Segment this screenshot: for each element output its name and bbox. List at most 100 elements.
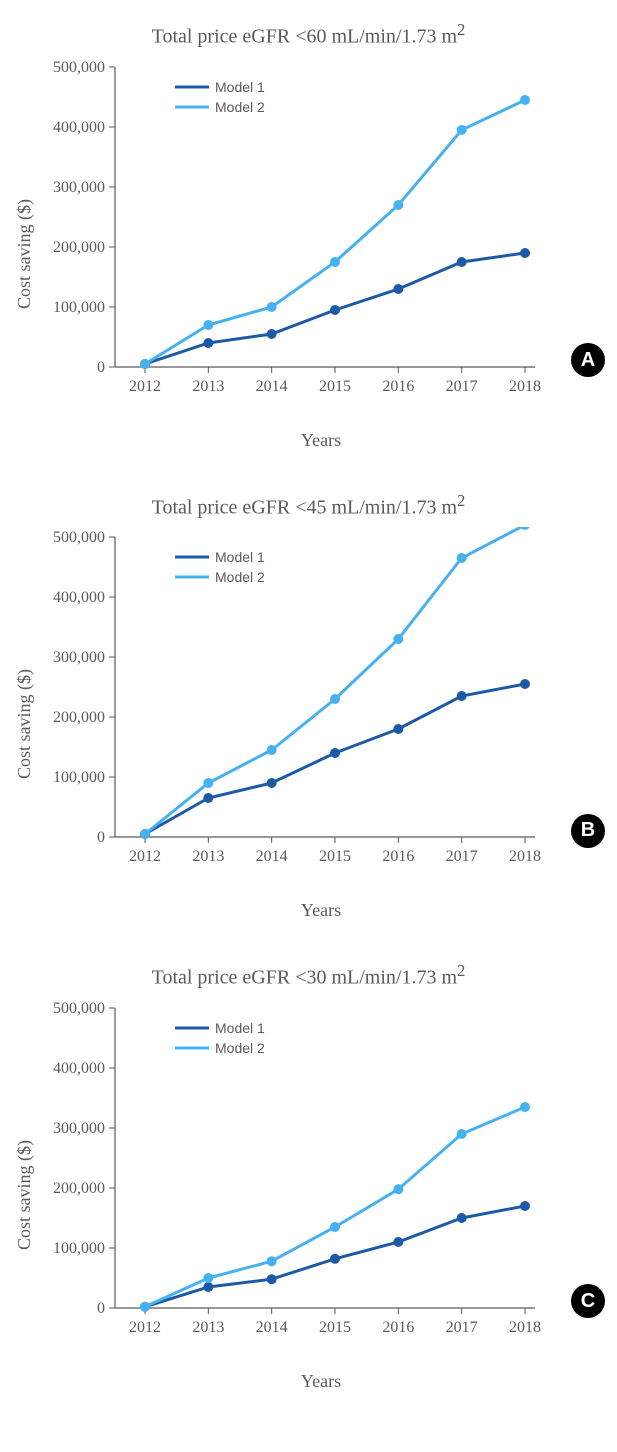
legend-label: Model 1 (215, 1020, 265, 1036)
series-marker-model1 (267, 329, 277, 339)
x-tick-label: 2017 (446, 1319, 478, 1336)
series-marker-model2 (457, 1129, 467, 1139)
y-tick-label: 400,000 (53, 119, 105, 136)
series-marker-model2 (520, 95, 530, 105)
line-chart: 0100,000200,000300,000400,000500,0002012… (35, 57, 555, 417)
x-tick-label: 2013 (192, 1319, 224, 1336)
series-marker-model2 (267, 1256, 277, 1266)
series-marker-model1 (393, 1237, 403, 1247)
y-tick-label: 100,000 (53, 1240, 105, 1257)
plot-column: 0100,000200,000300,000400,000500,0002012… (35, 57, 607, 451)
series-marker-model2 (203, 1273, 213, 1283)
y-tick-label: 300,000 (53, 179, 105, 196)
series-marker-model2 (330, 257, 340, 267)
x-tick-label: 2012 (129, 378, 161, 395)
chart-title: Total price eGFR <30 mL/min/1.73 m2 (10, 961, 607, 990)
x-tick-label: 2012 (129, 1319, 161, 1336)
series-marker-model2 (203, 778, 213, 788)
x-axis-label: Years (35, 900, 607, 921)
series-marker-model1 (520, 248, 530, 258)
x-axis-label: Years (35, 430, 607, 451)
y-tick-label: 500,000 (53, 1000, 105, 1017)
series-marker-model1 (203, 793, 213, 803)
series-marker-model2 (140, 829, 150, 839)
series-line-model2 (145, 1107, 525, 1307)
series-marker-model1 (457, 691, 467, 701)
y-tick-label: 0 (97, 359, 105, 376)
chart-title: Total price eGFR <45 mL/min/1.73 m2 (10, 491, 607, 520)
x-tick-label: 2015 (319, 378, 351, 395)
series-line-model2 (145, 100, 525, 364)
x-tick-label: 2012 (129, 848, 161, 865)
chart-title-sup: 2 (457, 20, 465, 39)
x-tick-label: 2016 (382, 378, 414, 395)
x-tick-label: 2014 (256, 378, 288, 395)
panel-badge: A (571, 343, 605, 377)
panel-badge-label: C (581, 1290, 595, 1313)
line-chart: 0100,000200,000300,000400,000500,0002012… (35, 998, 555, 1358)
series-line-model1 (145, 684, 525, 834)
y-tick-label: 100,000 (53, 769, 105, 786)
series-marker-model1 (267, 1274, 277, 1284)
x-axis-label: Years (35, 1371, 607, 1392)
series-marker-model1 (520, 679, 530, 689)
y-tick-label: 200,000 (53, 709, 105, 726)
x-tick-label: 2014 (256, 848, 288, 865)
panel-badge-label: B (581, 819, 595, 842)
plot-column: 0100,000200,000300,000400,000500,0002012… (35, 527, 607, 921)
series-marker-model1 (203, 338, 213, 348)
chart-panel-a: Total price eGFR <60 mL/min/1.73 m2 Cost … (10, 20, 607, 451)
y-tick-label: 0 (97, 1300, 105, 1317)
y-tick-label: 200,000 (53, 239, 105, 256)
x-tick-label: 2017 (446, 378, 478, 395)
chart-title-text: Total price eGFR <30 mL/min/1.73 m (152, 967, 457, 989)
series-marker-model2 (520, 527, 530, 530)
y-tick-label: 500,000 (53, 529, 105, 546)
series-marker-model1 (457, 1213, 467, 1223)
line-chart: 0100,000200,000300,000400,000500,0002012… (35, 527, 555, 887)
series-marker-model2 (267, 302, 277, 312)
y-axis-label: Cost saving ($) (10, 998, 35, 1392)
series-marker-model2 (330, 694, 340, 704)
series-marker-model2 (520, 1102, 530, 1112)
x-tick-label: 2018 (509, 378, 541, 395)
chart-title-text: Total price eGFR <60 mL/min/1.73 m (152, 26, 457, 48)
series-marker-model2 (203, 320, 213, 330)
legend-label: Model 2 (215, 99, 265, 115)
plot-wrapper: Cost saving ($)0100,000200,000300,000400… (10, 998, 607, 1392)
series-marker-model2 (393, 634, 403, 644)
x-tick-label: 2017 (446, 848, 478, 865)
x-tick-label: 2018 (509, 848, 541, 865)
legend-label: Model 2 (215, 1040, 265, 1056)
x-tick-label: 2013 (192, 848, 224, 865)
series-marker-model1 (330, 1254, 340, 1264)
series-marker-model2 (393, 200, 403, 210)
series-marker-model2 (140, 1302, 150, 1312)
chart-panel-c: Total price eGFR <30 mL/min/1.73 m2 Cost … (10, 961, 607, 1392)
panel-badge: B (571, 814, 605, 848)
y-axis-label: Cost saving ($) (10, 57, 35, 451)
y-axis-label: Cost saving ($) (10, 527, 35, 921)
chart-title-sup: 2 (457, 491, 465, 510)
y-tick-label: 300,000 (53, 649, 105, 666)
chart-panel-b: Total price eGFR <45 mL/min/1.73 m2 Cost … (10, 491, 607, 922)
series-marker-model1 (520, 1201, 530, 1211)
series-marker-model2 (330, 1222, 340, 1232)
x-tick-label: 2018 (509, 1319, 541, 1336)
legend-label: Model 2 (215, 569, 265, 585)
legend-label: Model 1 (215, 79, 265, 95)
chart-title: Total price eGFR <60 mL/min/1.73 m2 (10, 20, 607, 49)
chart-title-sup: 2 (457, 961, 465, 980)
x-tick-label: 2014 (256, 1319, 288, 1336)
series-marker-model2 (267, 745, 277, 755)
series-marker-model1 (267, 778, 277, 788)
y-tick-label: 300,000 (53, 1120, 105, 1137)
series-marker-model2 (457, 553, 467, 563)
y-tick-label: 500,000 (53, 59, 105, 76)
chart-title-text: Total price eGFR <45 mL/min/1.73 m (152, 496, 457, 518)
y-tick-label: 400,000 (53, 1060, 105, 1077)
panel-badge-label: A (581, 349, 595, 372)
series-marker-model2 (457, 125, 467, 135)
plot-wrapper: Cost saving ($)0100,000200,000300,000400… (10, 527, 607, 921)
series-marker-model1 (330, 748, 340, 758)
